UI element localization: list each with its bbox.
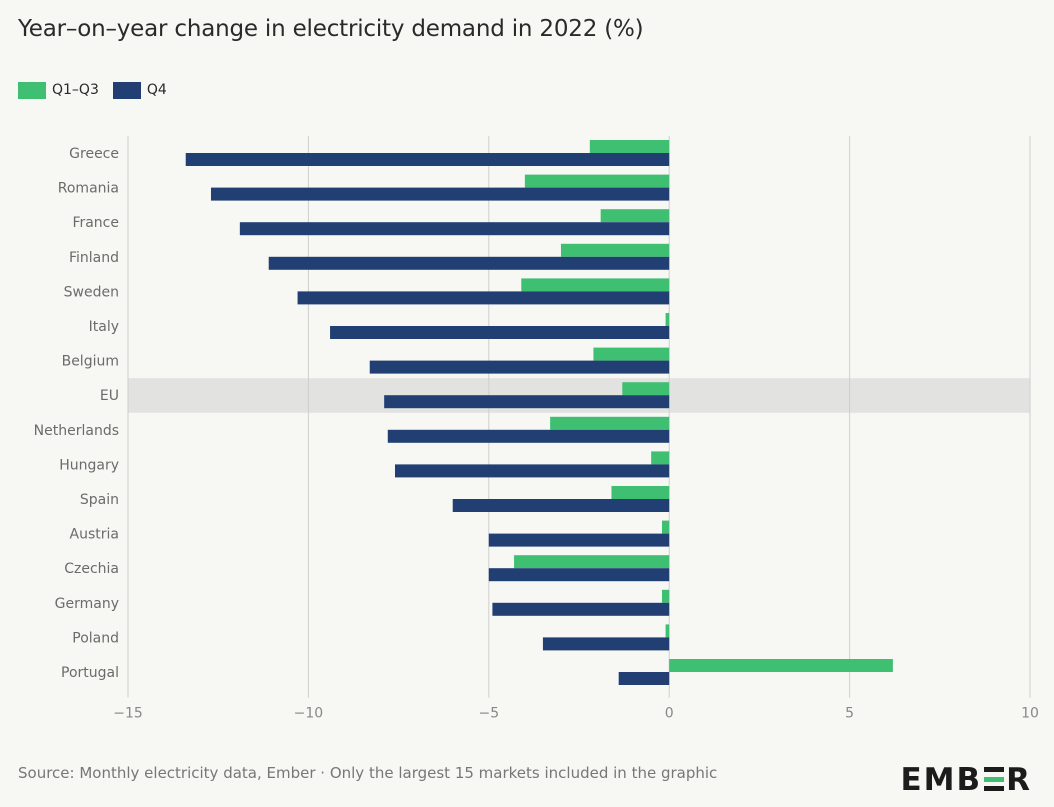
- bar-q1q3-france: [600, 209, 670, 223]
- category-label-netherlands: Netherlands: [34, 423, 119, 439]
- category-label-eu: EU: [100, 388, 119, 404]
- legend-label-q4: Q4: [146, 82, 167, 98]
- category-label-germany: Germany: [55, 596, 119, 612]
- bar-q4-greece: [185, 153, 670, 166]
- x-tick-label-4: 5: [845, 706, 854, 722]
- category-label-belgium: Belgium: [62, 354, 119, 370]
- logo-e-icon: [984, 767, 1005, 791]
- bar-q1q3-austria: [661, 520, 670, 534]
- chart-legend: Q1–Q3 Q4: [18, 80, 167, 100]
- x-tick-label-0: −15: [113, 706, 143, 722]
- chart-title: Year–on–year change in electricity deman…: [18, 16, 644, 42]
- bar-q4-italy: [330, 326, 670, 339]
- bar-q4-belgium: [369, 360, 670, 374]
- bar-q1q3-romania: [524, 174, 670, 188]
- bar-q1q3-poland: [665, 624, 670, 638]
- bar-q4-sweden: [297, 291, 670, 305]
- bar-q4-spain: [452, 499, 670, 512]
- bar-q1q3-finland: [560, 243, 670, 257]
- bar-q4-netherlands: [387, 429, 670, 443]
- category-label-italy: Italy: [89, 319, 119, 335]
- bar-q4-france: [239, 222, 670, 236]
- category-label-greece: Greece: [69, 146, 119, 162]
- bar-q4-finland: [268, 256, 670, 270]
- bar-q1q3-greece: [589, 140, 670, 153]
- bar-q4-portugal: [618, 672, 670, 685]
- bar-q1q3-eu: [622, 382, 670, 396]
- x-tick-label-2: −5: [478, 706, 499, 722]
- bar-q4-poland: [542, 637, 670, 651]
- bar-q4-romania: [210, 187, 670, 201]
- legend-item-q1q3: Q1–Q3: [18, 81, 99, 99]
- bar-chart: Greece Romania France Finland Sweden Italy Bel…: [34, 136, 1039, 722]
- category-label-hungary: Hungary: [59, 457, 119, 473]
- category-label-austria: Austria: [70, 527, 119, 543]
- bar-q4-austria: [488, 533, 670, 547]
- category-label-portugal: Portugal: [61, 665, 119, 681]
- legend-swatch-q1q3: [18, 81, 46, 99]
- bar-q4-germany: [492, 602, 670, 616]
- category-label-finland: Finland: [69, 250, 119, 266]
- bar-q1q3-spain: [611, 486, 670, 499]
- bar-q4-hungary: [394, 464, 670, 478]
- ember-logo: EMB R: [900, 762, 1032, 798]
- bar-q4-czechia: [488, 568, 670, 582]
- bar-q1q3-czechia: [514, 555, 670, 569]
- bar-q1q3-germany: [661, 589, 670, 603]
- x-tick-label-3: 0: [665, 706, 674, 722]
- source-note: Source: Monthly electricity data, Ember …: [18, 764, 718, 782]
- bar-q1q3-hungary: [651, 451, 670, 465]
- category-label-czechia: Czechia: [64, 561, 119, 577]
- x-tick-label-1: −10: [294, 706, 324, 722]
- legend-label-q1q3: Q1–Q3: [52, 82, 99, 98]
- category-label-poland: Poland: [72, 630, 119, 646]
- x-tick-label-5: 10: [1021, 706, 1039, 722]
- category-label-france: France: [72, 215, 119, 231]
- legend-swatch-q4: [112, 81, 141, 99]
- bar-q1q3-netherlands: [550, 416, 670, 430]
- category-label-sweden: Sweden: [64, 284, 119, 300]
- bar-q1q3-portugal: [669, 659, 893, 672]
- bar-q1q3-italy: [665, 313, 670, 326]
- category-label-romania: Romania: [58, 181, 119, 197]
- bar-q4-eu: [384, 395, 670, 409]
- bar-q1q3-sweden: [521, 278, 670, 292]
- legend-item-q4: Q4: [112, 81, 167, 99]
- bar-q1q3-belgium: [593, 347, 670, 361]
- category-label-spain: Spain: [80, 492, 119, 508]
